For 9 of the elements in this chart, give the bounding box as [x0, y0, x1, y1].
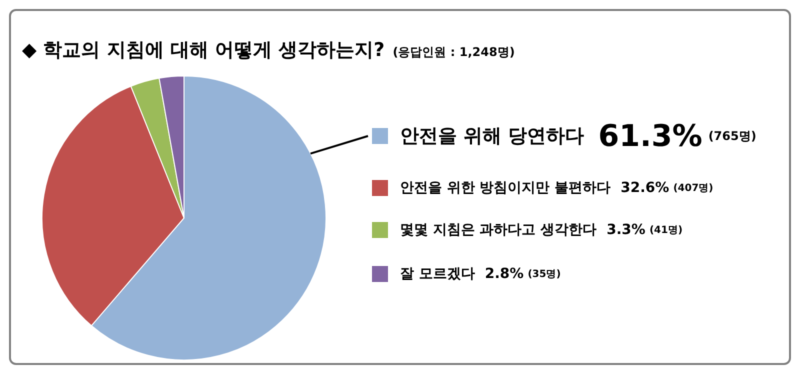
data-label: 3.3% (41명) — [606, 222, 683, 238]
legend-label: 안전을 위한 방침이지만 불편하다 — [400, 180, 611, 196]
chart-subtitle: (응답인원 : 1,248명) — [392, 45, 515, 59]
legend-label: 몇몇 지침은 과하다고 생각한다 — [400, 222, 597, 238]
chart-title: ◆ 학교의 지침에 대해 어떻게 생각하는지? — [22, 39, 385, 61]
data-label: 2.8% (35명) — [484, 266, 561, 282]
legend-label: 안전을 위해 당연하다 — [400, 125, 584, 147]
data-label: 32.6% (407명) — [620, 180, 714, 196]
legend-label: 잘 모르겠다 — [400, 266, 475, 282]
